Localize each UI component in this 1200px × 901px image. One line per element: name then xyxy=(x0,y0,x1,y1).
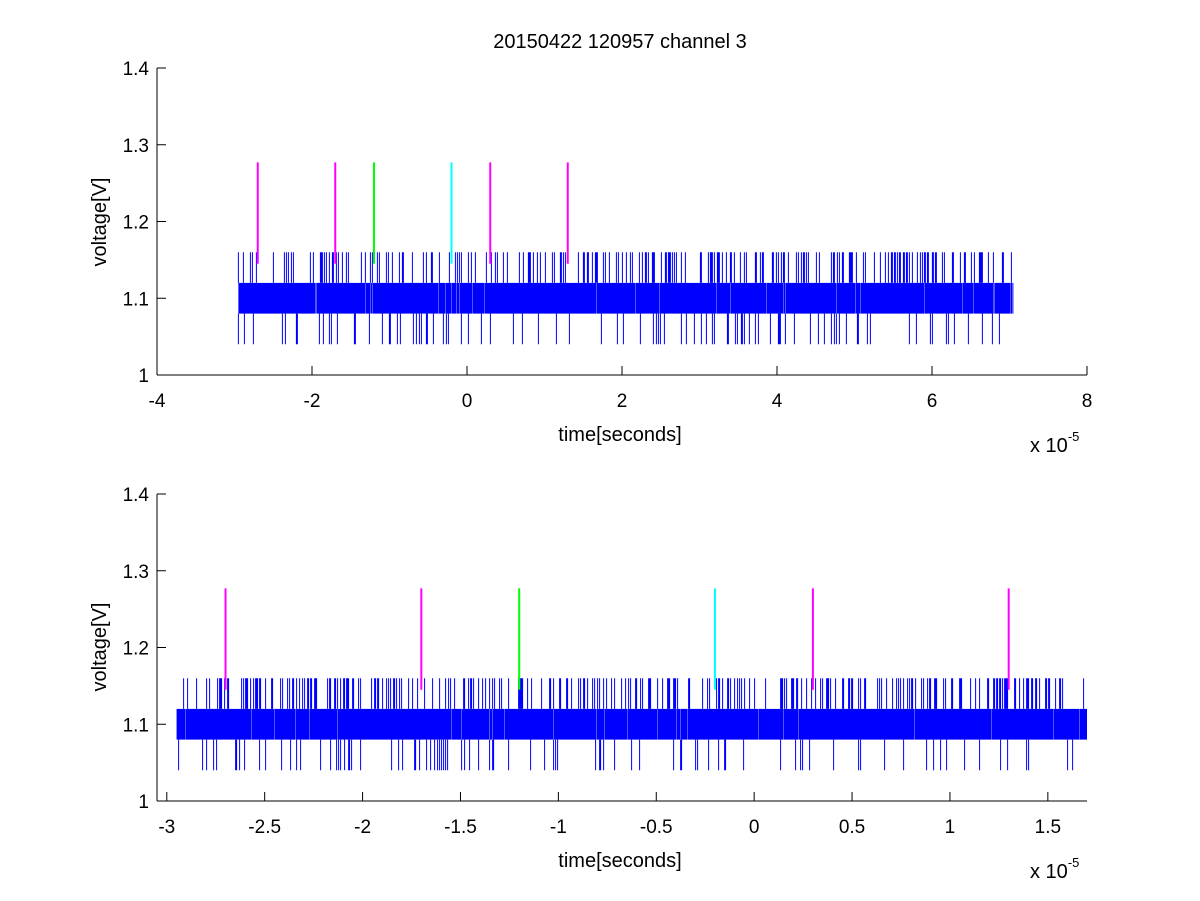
bottom-x-tick-label: -1 xyxy=(550,817,567,838)
bottom-y-tick-label: 1.3 xyxy=(123,562,149,583)
bottom-x-tick-label: 0 xyxy=(749,817,760,838)
top-y-tick-label: 1.1 xyxy=(123,289,149,310)
bottom-y-tick-label: 1.2 xyxy=(123,639,149,660)
top-x-tick-label: 0 xyxy=(462,391,473,412)
top-x-scale-factor: x 10-5 xyxy=(1030,429,1079,457)
bottom-x-tick-label: 0.5 xyxy=(839,817,865,838)
top-signal-texture xyxy=(315,282,1013,314)
top-x-axis-label: time[seconds] xyxy=(558,424,681,446)
top-signal xyxy=(237,252,1014,345)
top-signal-band xyxy=(238,282,1014,314)
bottom-y-axis-label: voltage[V] xyxy=(89,603,111,692)
bottom-x-scale-base: x 10 xyxy=(1030,861,1068,883)
top-x-tick-label: 8 xyxy=(1082,391,1093,412)
top-signal-spikes-up xyxy=(237,252,1012,283)
top-y-tick-label: 1.3 xyxy=(123,136,149,157)
bottom-ticks: -3 -2.5 -2 -1.5 -1 -0.5 0 0.5 1 1.5 1 1.1 1.2 1.3 1.4 xyxy=(123,485,1061,838)
top-signal-spikes-down xyxy=(237,313,1000,345)
top-x-tick-label: 2 xyxy=(617,391,628,412)
bottom-x-scale-exponent: -5 xyxy=(1068,855,1080,870)
bottom-x-tick-label: -2 xyxy=(354,817,371,838)
subplot-bottom: -3 -2.5 -2 -1.5 -1 -0.5 0 0.5 1 1.511.11.21.31.4 … xyxy=(89,485,1087,883)
top-x-tick-label: 4 xyxy=(772,391,783,412)
bottom-x-scale-factor: x 10-5 xyxy=(1030,855,1079,883)
bottom-y-tick-label: 1 xyxy=(138,792,149,813)
bottom-y-tick-label: 1.4 xyxy=(123,485,150,506)
top-x-tick-label: 6 xyxy=(927,391,938,412)
top-x-scale-base: x 10 xyxy=(1030,435,1068,457)
chart-title: 20150422 120957 channel 3 xyxy=(493,31,747,53)
top-y-tick-label: 1.2 xyxy=(123,213,149,234)
bottom-x-tick-label: -2.5 xyxy=(248,817,281,838)
top-x-tick-label: -4 xyxy=(149,391,166,412)
bottom-x-axis-label: time[seconds] xyxy=(558,850,681,872)
bottom-x-tick-label: 1 xyxy=(945,817,956,838)
top-y-axis-label: voltage[V] xyxy=(89,178,111,267)
bottom-signal-spikes-down xyxy=(178,739,1074,771)
top-y-tick-label: 1.4 xyxy=(123,59,150,80)
top-x-scale-exponent: -5 xyxy=(1068,429,1080,444)
top-markers xyxy=(256,162,569,264)
bottom-x-tick-label: 1.5 xyxy=(1035,817,1061,838)
bottom-signal-band xyxy=(176,708,1087,740)
bottom-markers xyxy=(224,588,1010,690)
bottom-y-tick-label: 1.1 xyxy=(123,715,149,736)
bottom-x-tick-label: -0.5 xyxy=(640,817,673,838)
bottom-signal-texture xyxy=(185,708,1080,740)
bottom-x-tick-label: -3 xyxy=(158,817,175,838)
subplot-top: -4 -2 0 2 4 6 8 1 1.1 1.2 1.3 1.4 time[seconds] vol… xyxy=(89,59,1092,457)
bottom-signal-spikes-up xyxy=(183,678,1085,709)
top-x-tick-label: -2 xyxy=(304,391,321,412)
top-y-tick-label: 1 xyxy=(138,366,149,387)
top-ticks: -4 -2 0 2 4 6 8 1 1.1 1.2 1.3 1.4 xyxy=(123,59,1093,412)
bottom-signal xyxy=(176,678,1087,771)
bottom-x-tick-label: -1.5 xyxy=(444,817,477,838)
